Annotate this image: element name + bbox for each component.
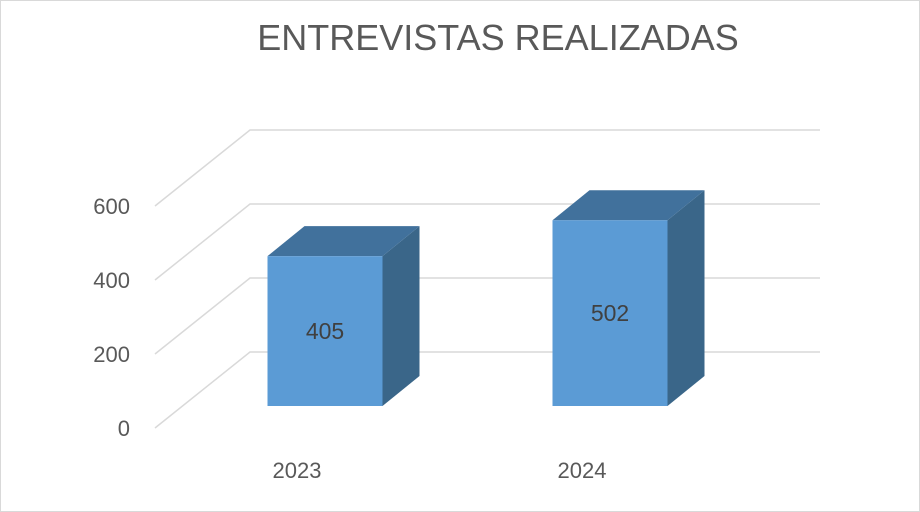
bar-front-face <box>267 256 383 406</box>
bar-side-face <box>667 190 705 406</box>
y-axis-ticks: 0 200 400 600 <box>93 194 130 441</box>
y-tick-label: 400 <box>93 268 130 293</box>
bar-side-face <box>382 226 420 406</box>
y-tick-label: 0 <box>118 416 130 441</box>
gridline <box>154 203 820 281</box>
bar-2023: 405 <box>267 226 420 406</box>
gridline <box>154 129 820 207</box>
bar-2024: 502 <box>552 190 705 406</box>
gridline <box>154 277 820 355</box>
x-tick-label: 2024 <box>558 458 607 483</box>
data-label: 405 <box>306 318 344 344</box>
data-label: 502 <box>591 300 629 326</box>
gridline <box>154 351 820 429</box>
x-tick-label: 2023 <box>273 458 322 483</box>
y-tick-label: 600 <box>93 194 130 219</box>
y-tick-label: 200 <box>93 342 130 367</box>
bar-front-face <box>552 220 668 406</box>
chart-title: ENTREVISTAS REALIZADAS <box>257 17 738 58</box>
gridlines <box>154 129 820 429</box>
bar-top-face <box>267 226 420 257</box>
bars: 405 502 <box>267 190 705 406</box>
x-axis-ticks: 2023 2024 <box>273 458 607 483</box>
bar-top-face <box>552 190 705 221</box>
